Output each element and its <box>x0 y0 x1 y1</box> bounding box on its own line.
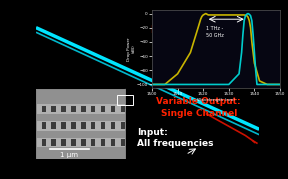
Bar <box>61 106 66 112</box>
Text: 1 μm: 1 μm <box>60 152 78 158</box>
Bar <box>111 106 115 112</box>
Bar <box>118 95 133 105</box>
Bar <box>36 121 125 131</box>
Bar <box>121 139 125 146</box>
Bar <box>91 139 96 146</box>
Bar <box>36 138 125 147</box>
Bar <box>71 106 76 112</box>
Bar <box>52 106 56 112</box>
Bar <box>101 122 105 129</box>
Bar <box>111 122 115 129</box>
Bar <box>71 139 76 146</box>
Bar <box>41 106 46 112</box>
Bar <box>41 122 46 129</box>
Text: Input:
All frequencies: Input: All frequencies <box>137 128 213 148</box>
Text: Bandwidth Tunable: Bandwidth Tunable <box>151 25 256 35</box>
Bar <box>52 122 56 129</box>
Bar <box>91 122 96 129</box>
Bar <box>41 139 46 146</box>
Bar <box>101 139 105 146</box>
Bar <box>52 139 56 146</box>
Text: 1 THz -
50 GHz: 1 THz - 50 GHz <box>206 26 224 38</box>
Bar <box>81 122 86 129</box>
Bar <box>61 122 66 129</box>
Bar <box>101 106 105 112</box>
Text: Variable Output:
Single Channel: Variable Output: Single Channel <box>156 97 241 118</box>
Y-axis label: Drop Power
(dB): Drop Power (dB) <box>127 37 135 61</box>
Bar <box>36 104 125 114</box>
Bar <box>71 122 76 129</box>
Bar <box>91 106 96 112</box>
Bar <box>81 139 86 146</box>
Bar <box>61 139 66 146</box>
Bar <box>36 89 125 159</box>
X-axis label: Wavelength (nm): Wavelength (nm) <box>197 98 235 101</box>
Bar <box>36 89 125 159</box>
Bar <box>121 122 125 129</box>
Bar <box>111 139 115 146</box>
Bar <box>121 106 125 112</box>
Bar <box>81 106 86 112</box>
